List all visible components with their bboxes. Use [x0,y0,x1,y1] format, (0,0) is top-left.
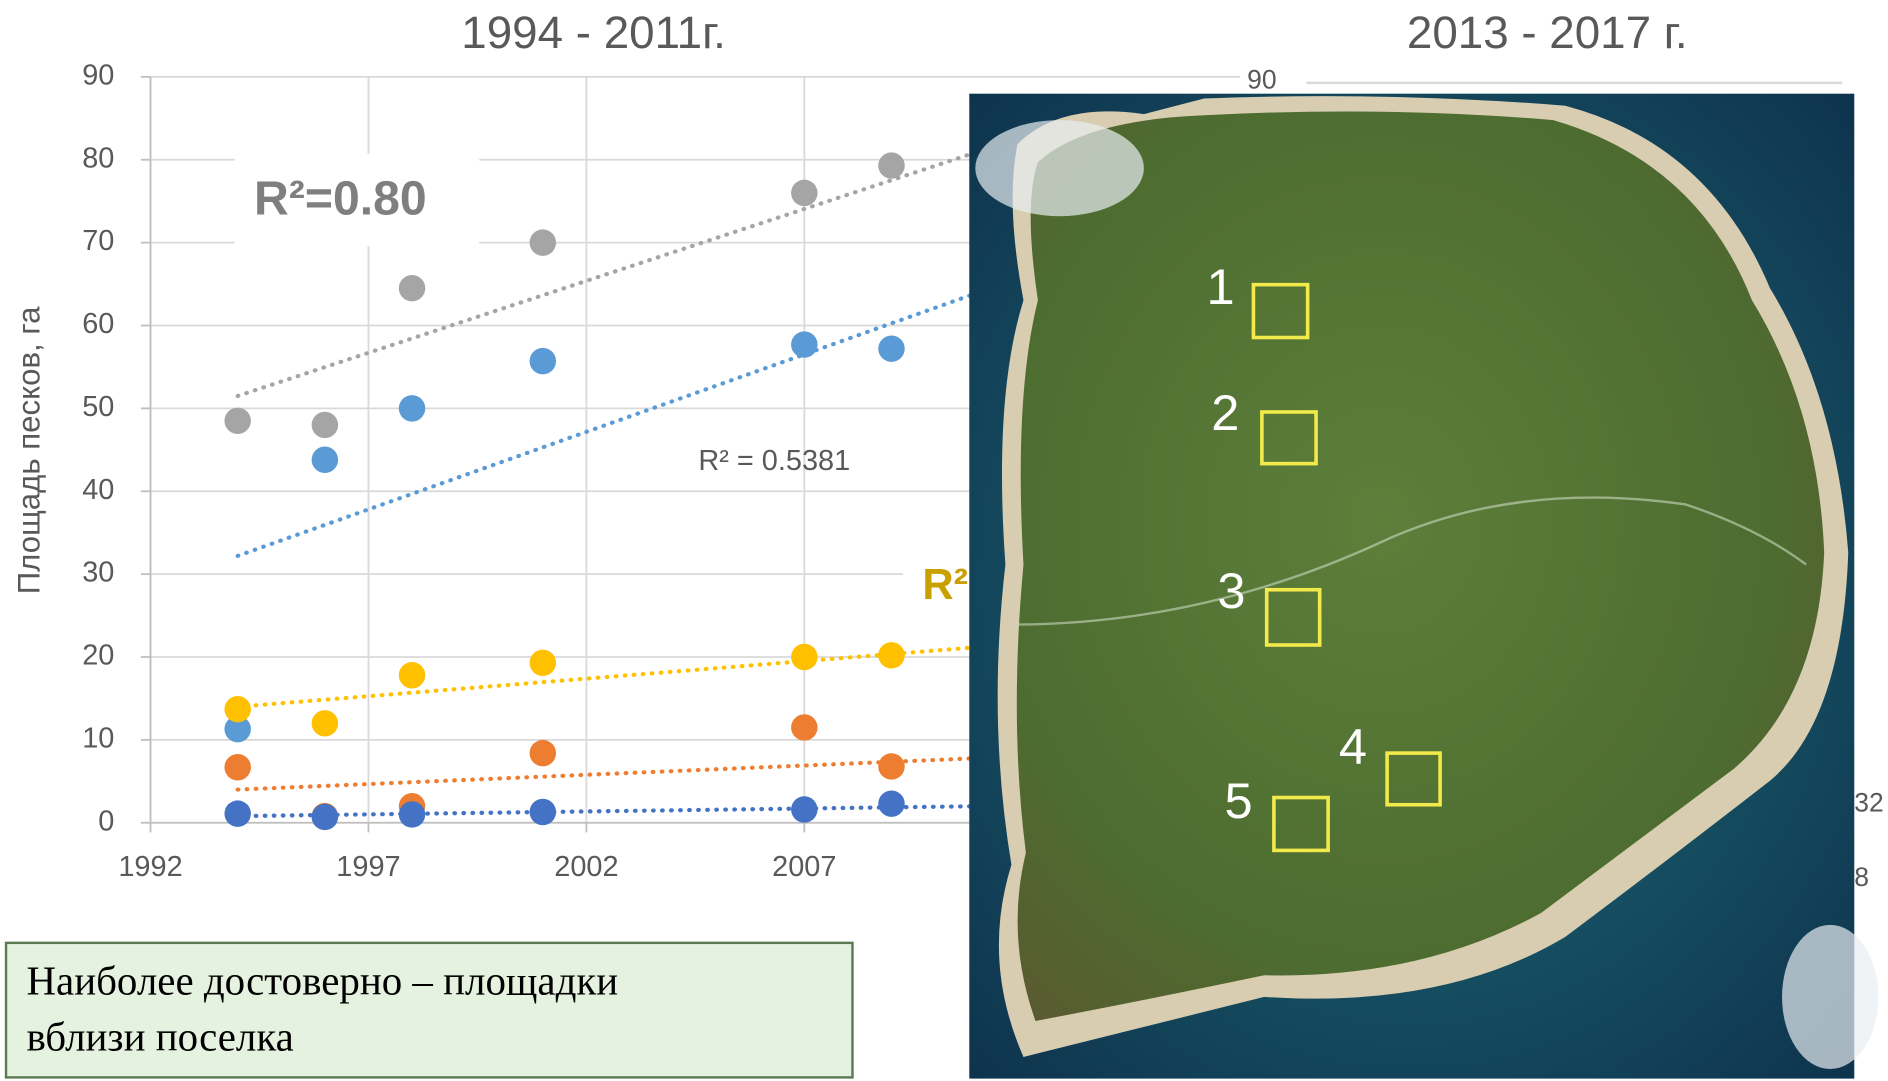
axis-label: 32 [1854,788,1883,818]
y-tick-label: 80 [82,142,114,174]
site-label: 2 [1211,384,1239,441]
y-tick-label: 0 [98,805,114,837]
y-tick-label: 20 [82,640,114,672]
x-tick-label: 1992 [118,851,182,883]
y-tick-label: 70 [82,225,114,257]
data-point [224,800,251,827]
y-tick-label: 10 [82,723,114,755]
island [1016,111,1825,1021]
data-point [224,715,251,743]
data-point [529,649,557,677]
axis-label: 90 [1247,65,1276,95]
site-label: 5 [1225,772,1253,829]
site-label: 1 [1206,258,1234,315]
r2-annotation: R² = 0.5381 [698,445,850,477]
note-text: Наиболее достоверно – площадки [26,958,618,1003]
data-point [311,446,339,473]
r2-annotation: R² [922,561,968,609]
y-tick-label: 40 [82,474,114,506]
data-point [529,739,557,767]
data-point [398,662,426,689]
data-point [878,335,905,362]
site-box [1272,795,1330,853]
site-labels: 1 2 3 4 5 [1206,258,1367,829]
trend-line [235,804,981,819]
site-boxes [1251,282,1442,853]
note-text: вблизи поселка [26,1015,293,1060]
data-point [791,643,818,671]
data-point [878,642,905,669]
data-point [529,229,557,256]
x-tick-label: 2002 [554,851,618,883]
data-point [311,803,339,831]
site-box [1251,282,1310,340]
cloud [975,120,1144,217]
x-tick-label: 2007 [772,851,836,883]
data-point [398,395,426,422]
site-box [1264,587,1322,647]
data-point [878,790,905,817]
data-point [529,347,557,375]
y-tick-label: 60 [82,308,114,340]
data-point [224,754,251,781]
data-point [311,710,339,737]
annotation-box [234,153,480,247]
right-title: 2013 - 2017 г. [1407,7,1688,58]
data-point [529,798,557,826]
trend-line [235,756,981,792]
x-tick-label: 1997 [336,851,400,883]
data-point [791,796,818,823]
river [1011,496,1807,626]
cloud [1782,924,1879,1069]
trend-line [235,149,981,399]
y-axis-label: Площадь песков, га [12,306,47,594]
r2-annotation: R²=0.80 [254,172,427,226]
data-point [878,152,905,179]
chart-title: 1994 - 2011г. [461,7,726,58]
axis-label: 8 [1854,862,1869,892]
trend-line [235,644,981,709]
site-box [1385,751,1442,807]
satellite-image: 1 2 3 4 5 [969,93,1879,1079]
annotation-box [903,550,976,625]
site-box [1260,410,1318,466]
trend-line [235,290,981,559]
data-point [311,411,339,439]
data-point [398,274,426,302]
y-tick-label: 90 [82,60,114,92]
y-tick-label: 30 [82,557,114,589]
data-point [878,753,905,780]
data-point [791,714,818,741]
note-box [4,941,854,1079]
data-point [224,407,251,435]
data-point [791,331,818,358]
data-point [791,179,818,207]
site-label: 3 [1217,562,1245,619]
y-tick-label: 50 [82,391,114,423]
site-label: 4 [1339,718,1367,775]
data-point [398,801,426,828]
data-point [224,696,251,723]
